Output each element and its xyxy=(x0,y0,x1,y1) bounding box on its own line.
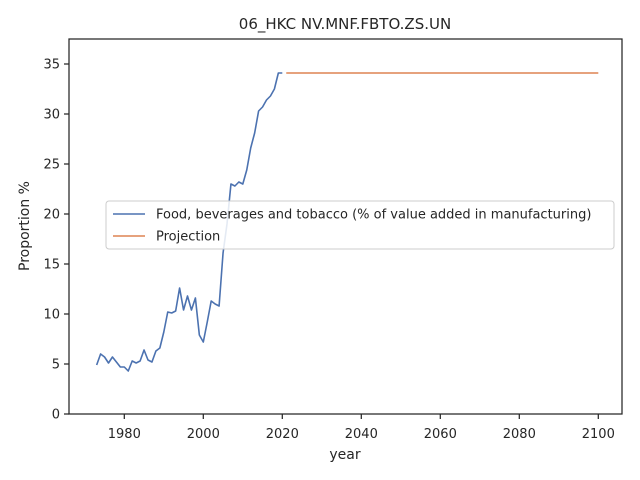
y-tick-label: 25 xyxy=(43,158,60,173)
y-tick-label: 35 xyxy=(43,58,60,73)
y-tick-label: 30 xyxy=(43,108,60,123)
x-axis: 1980 2000 2020 2040 2060 2080 2100 xyxy=(108,414,615,442)
chart-title: 06_HKC NV.MNF.FBTO.ZS.UN xyxy=(239,15,451,34)
x-tick-label: 2020 xyxy=(266,427,299,442)
x-axis-label: year xyxy=(329,447,360,463)
y-axis-label: Proportion % xyxy=(17,181,33,271)
y-axis: 0 5 10 15 20 25 30 35 xyxy=(43,58,69,423)
x-tick-label: 2100 xyxy=(582,427,615,442)
x-tick-label: 1980 xyxy=(108,427,141,442)
plot-frame xyxy=(68,38,623,415)
legend-box xyxy=(105,200,615,250)
x-tick-label: 2060 xyxy=(424,427,457,442)
series-line-food xyxy=(95,72,283,372)
plot-area xyxy=(95,72,599,372)
legend-label-projection: Projection xyxy=(156,230,220,245)
y-tick-label: 10 xyxy=(43,308,60,323)
x-tick-label: 2080 xyxy=(503,427,536,442)
legend: Food, beverages and tobacco (% of value … xyxy=(105,200,615,250)
y-tick-label: 5 xyxy=(52,358,60,373)
x-tick-label: 2040 xyxy=(345,427,378,442)
legend-label-food: Food, beverages and tobacco (% of value … xyxy=(156,208,591,223)
y-tick-label: 20 xyxy=(43,208,60,223)
y-tick-label: 0 xyxy=(52,408,60,423)
x-tick-label: 2000 xyxy=(187,427,220,442)
y-tick-label: 15 xyxy=(43,258,60,273)
